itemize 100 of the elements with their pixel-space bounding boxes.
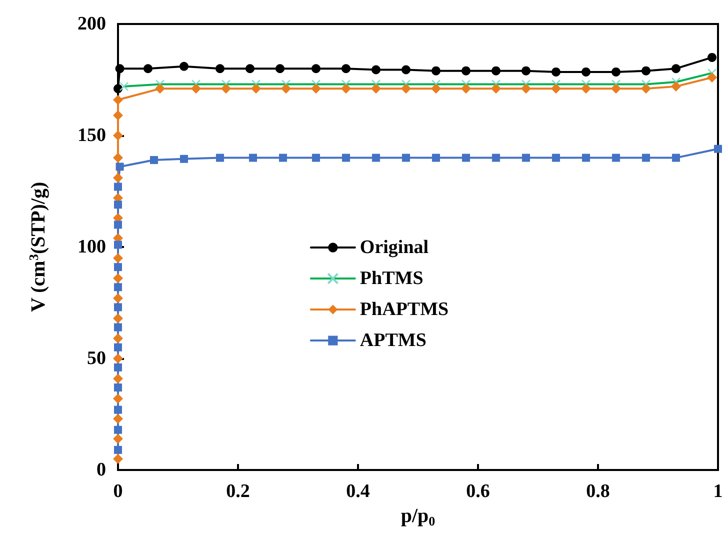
x-tick-label: 0 (113, 481, 123, 502)
point (113, 454, 123, 464)
point (642, 154, 650, 162)
point (114, 283, 122, 292)
x-tick-label: 0.6 (466, 481, 490, 502)
point (342, 64, 350, 74)
point (281, 84, 291, 94)
x-tick-label: 0.4 (346, 481, 370, 502)
point (492, 154, 500, 162)
legend-label: Original (360, 237, 429, 258)
point (462, 154, 470, 162)
point (276, 64, 284, 74)
point (113, 152, 123, 163)
point (341, 84, 351, 94)
point (114, 182, 122, 191)
point (672, 154, 680, 162)
point (113, 313, 123, 324)
point (114, 303, 122, 312)
point (113, 253, 123, 264)
y-tick-label: 200 (78, 14, 106, 34)
point (342, 154, 350, 162)
point (371, 84, 381, 94)
point (552, 154, 560, 162)
point (672, 64, 680, 74)
point (432, 154, 440, 162)
point (113, 273, 123, 284)
point (612, 67, 620, 76)
point (611, 84, 621, 94)
point (401, 84, 411, 94)
point (114, 343, 122, 352)
point (432, 66, 440, 76)
legend-label: APTMS (360, 330, 426, 352)
point (312, 64, 320, 74)
y-tick-label: 50 (87, 348, 106, 369)
legend-label: PhTMS (360, 268, 424, 290)
point (522, 154, 530, 162)
point (642, 66, 650, 76)
x-tick-label: 0.2 (226, 481, 250, 502)
y-tick-label: 150 (78, 125, 106, 146)
y-axis-title: V (cm3(STP)/g) (26, 182, 50, 312)
point (311, 84, 321, 94)
point (612, 154, 620, 162)
point (114, 446, 122, 454)
point (113, 394, 123, 404)
point (641, 84, 651, 94)
point (251, 84, 261, 94)
point (114, 363, 122, 372)
point (216, 64, 224, 74)
point (582, 154, 590, 162)
point (582, 67, 590, 76)
point (191, 84, 201, 94)
point (113, 374, 123, 384)
point (216, 154, 224, 162)
point (714, 144, 722, 153)
point (249, 154, 257, 162)
point (522, 66, 530, 76)
point (113, 434, 123, 444)
point (246, 64, 254, 74)
point (312, 154, 320, 162)
point (552, 67, 560, 76)
point (372, 154, 380, 162)
point (708, 52, 716, 62)
point (180, 62, 188, 71)
legend-label: PhAPTMS (360, 299, 449, 320)
point (113, 354, 123, 364)
point (521, 84, 531, 94)
point (581, 84, 591, 94)
point (461, 84, 471, 94)
x-tick-label: 0.8 (586, 481, 610, 502)
point (115, 64, 124, 74)
point (155, 84, 165, 94)
point (114, 263, 122, 272)
point (402, 154, 410, 162)
point (114, 84, 122, 94)
point (462, 66, 470, 76)
point (114, 240, 122, 249)
y-tick-label: 0 (96, 460, 106, 480)
point (180, 154, 188, 163)
point (114, 220, 122, 229)
point (113, 293, 123, 304)
point (116, 162, 124, 171)
point (144, 64, 152, 74)
point (113, 94, 123, 105)
point (114, 200, 122, 209)
point (113, 110, 123, 120)
point (671, 81, 681, 92)
point (402, 65, 410, 74)
point (114, 406, 122, 414)
point (551, 84, 561, 94)
point (221, 84, 231, 94)
point (707, 72, 717, 83)
point (114, 323, 122, 332)
point (491, 84, 501, 94)
y-tick-label: 100 (78, 236, 106, 258)
point (150, 156, 158, 164)
point (114, 426, 122, 434)
point (114, 383, 122, 392)
point (113, 414, 123, 424)
point (492, 66, 500, 76)
point (279, 154, 287, 162)
